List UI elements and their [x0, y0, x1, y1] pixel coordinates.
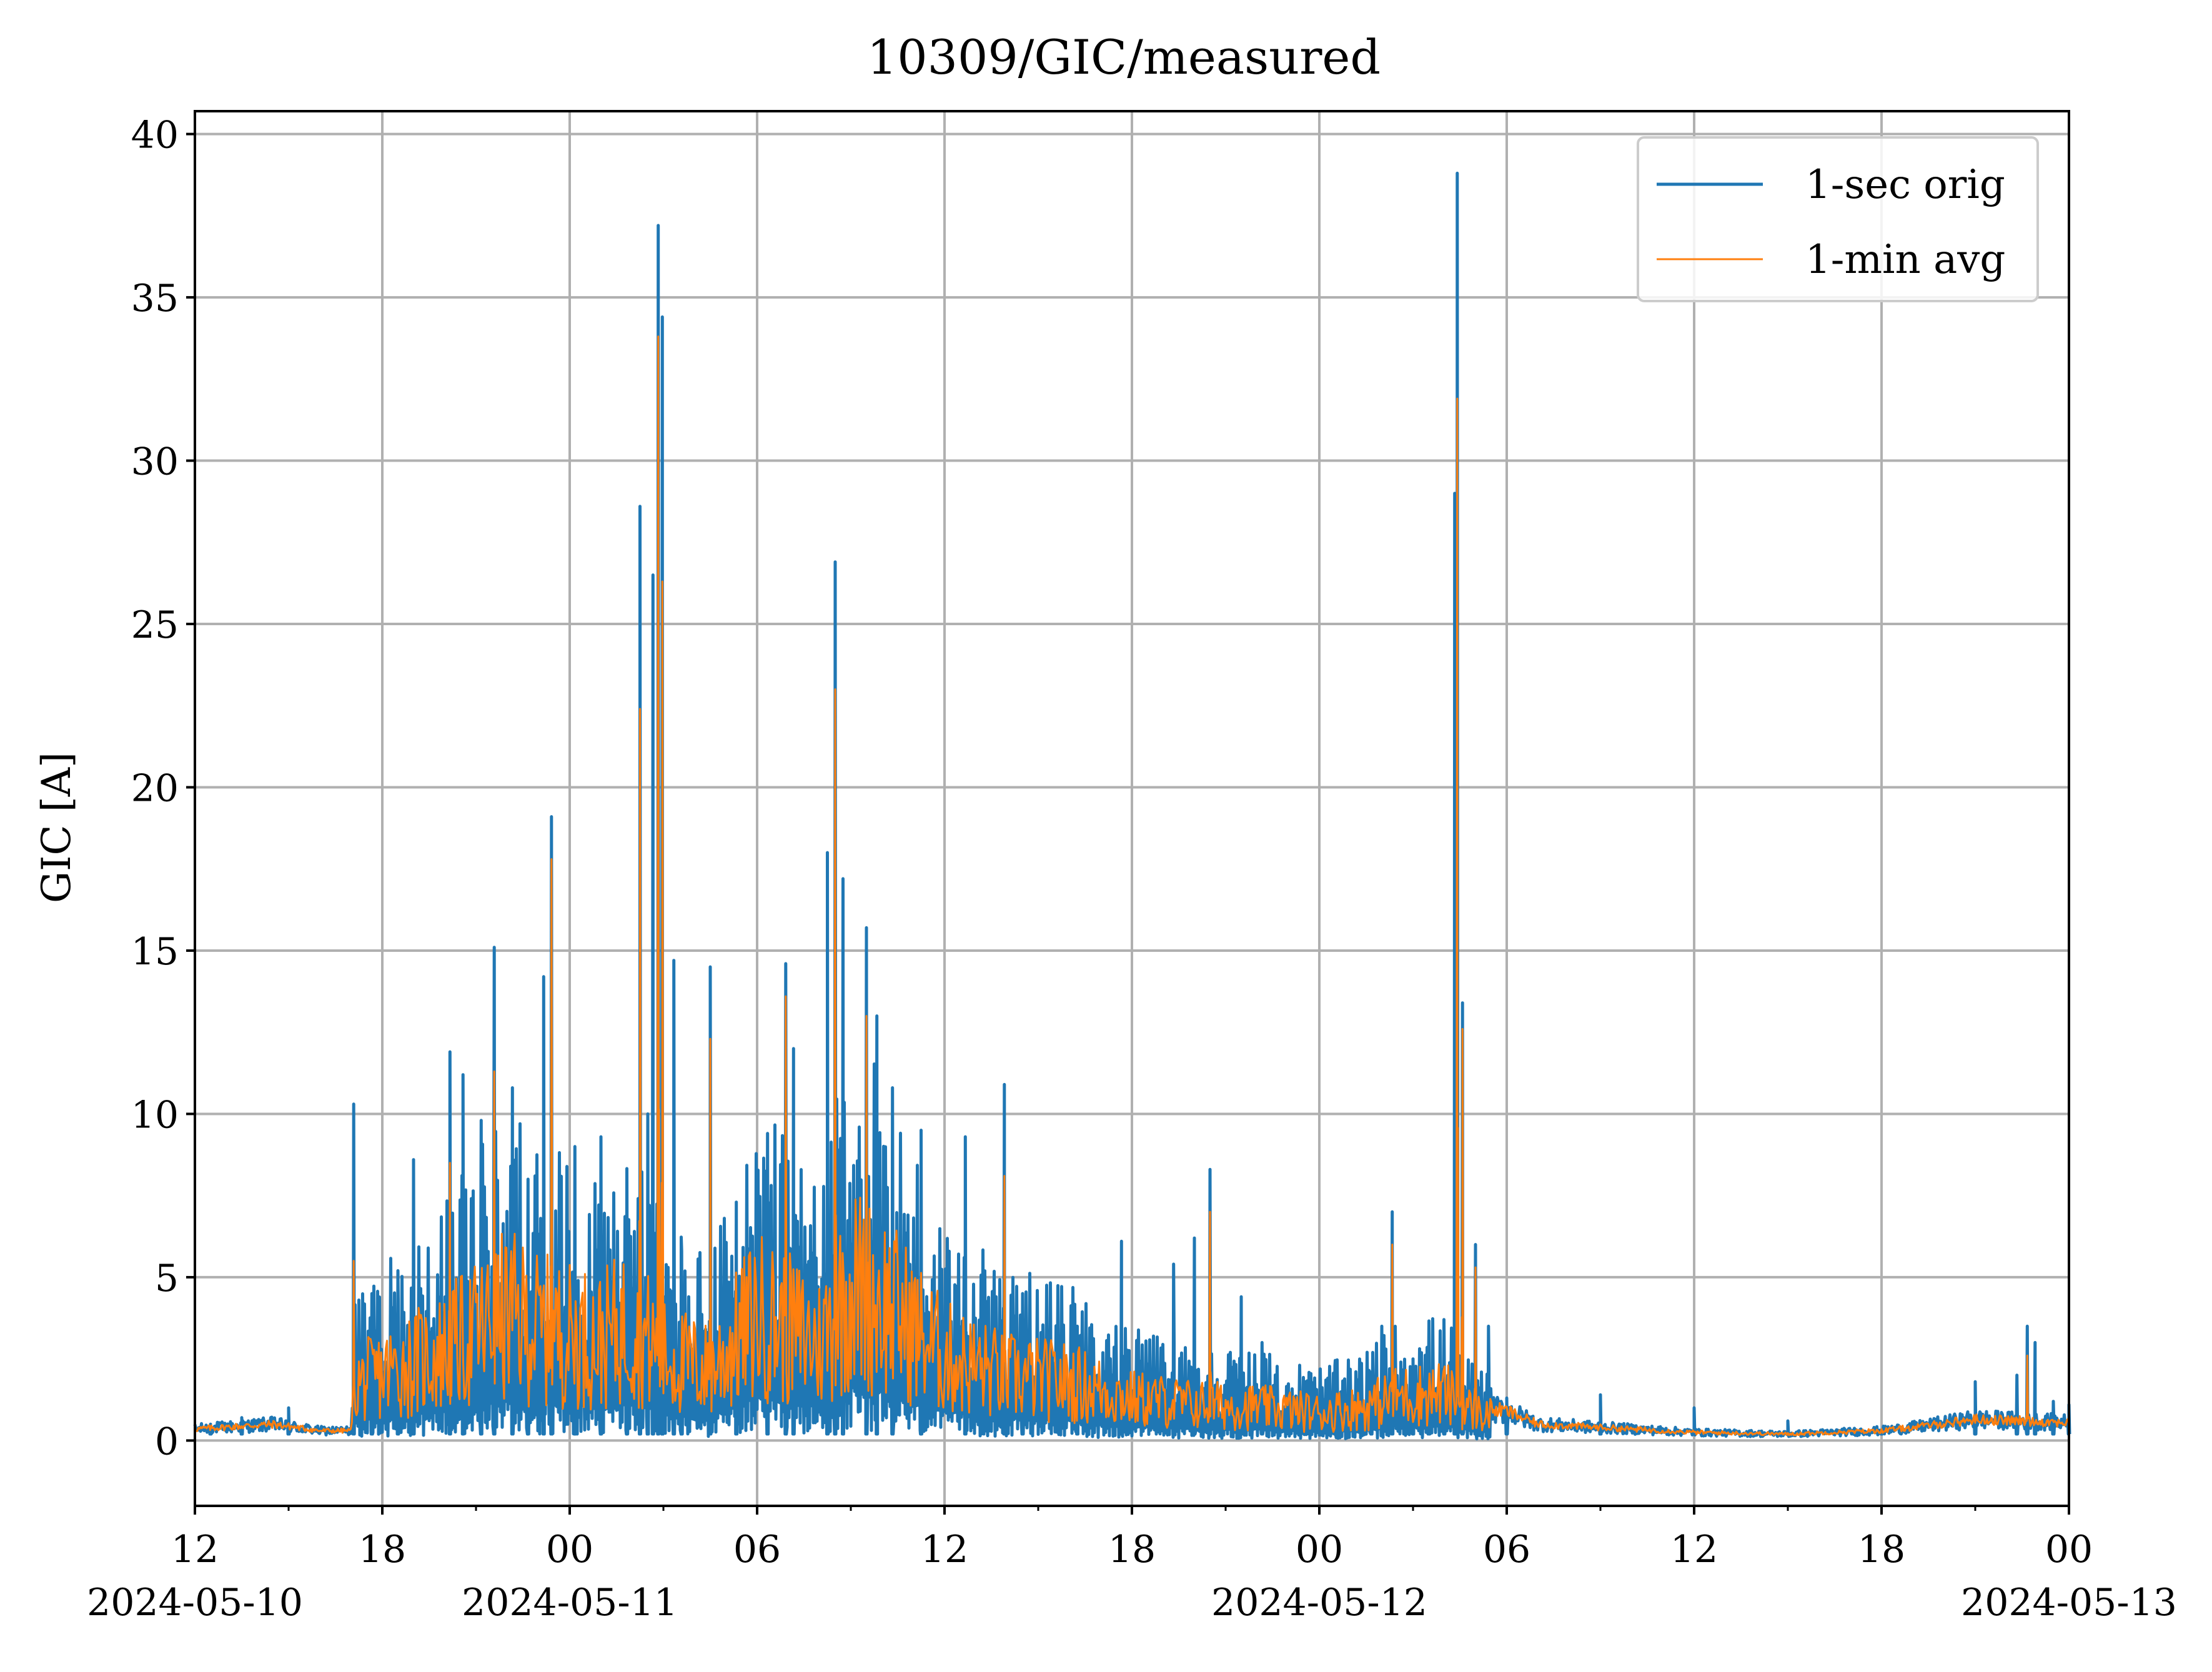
- x-tick-label: 06: [733, 1528, 781, 1571]
- x-tick-label: 00: [1296, 1528, 1343, 1571]
- y-tick-label: 15: [131, 930, 179, 974]
- series-line-1-min-avg: [194, 335, 2070, 1437]
- y-tick-label: 25: [131, 603, 179, 647]
- x-tick-date-label: 2024-05-10: [87, 1581, 303, 1625]
- x-tick-label: 12: [921, 1528, 968, 1571]
- ticks: 0 5 10 15 20 25 30 35 40 12 2024-05-10 18 00 2024-05-…: [87, 114, 2177, 1625]
- x-tick-label: 00: [2045, 1528, 2093, 1571]
- y-tick-label: 0: [155, 1420, 179, 1463]
- chart-title: 10309/GIC/measured: [867, 29, 1381, 85]
- x-tick-label: 00: [546, 1528, 593, 1571]
- y-tick-label: 40: [131, 114, 179, 157]
- y-tick-label: 30: [131, 440, 179, 484]
- y-tick-label: 5: [155, 1257, 179, 1300]
- x-tick-label: 12: [171, 1528, 219, 1571]
- x-tick-date-label: 2024-05-13: [1961, 1581, 2177, 1625]
- y-tick-label: 10: [131, 1093, 179, 1137]
- y-axis-label: GIC [A]: [34, 752, 80, 903]
- y-tick-label: 35: [131, 277, 179, 320]
- x-tick-label: 12: [1670, 1528, 1718, 1571]
- x-tick-label: 18: [1108, 1528, 1156, 1571]
- x-tick-label: 06: [1483, 1528, 1530, 1571]
- x-tick-label: 18: [359, 1528, 406, 1571]
- y-tick-label: 20: [131, 767, 179, 811]
- x-tick-label: 18: [1858, 1528, 1905, 1571]
- legend-label-1-sec-orig: 1-sec orig: [1805, 162, 2005, 208]
- x-tick-date-label: 2024-05-11: [462, 1581, 678, 1625]
- x-tick-date-label: 2024-05-12: [1211, 1581, 1427, 1625]
- series-layer: [193, 171, 2071, 1441]
- legend-label-1-min-avg: 1-min avg: [1805, 237, 2005, 283]
- legend: 1-sec orig 1-min avg: [1637, 136, 2039, 302]
